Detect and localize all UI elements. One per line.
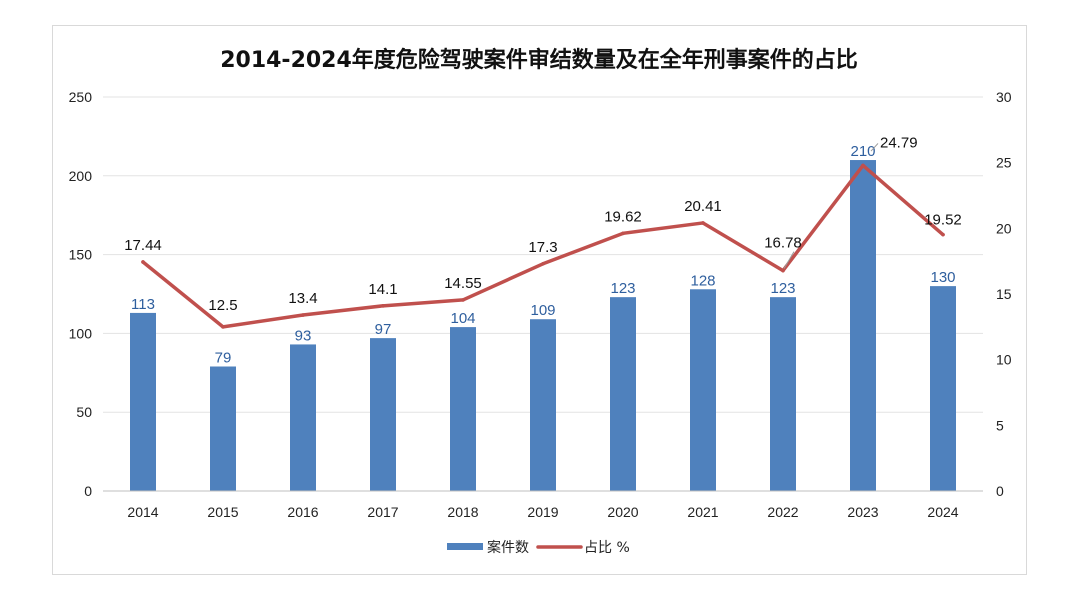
bar-value-label: 123 xyxy=(610,280,635,297)
bar-value-label: 104 xyxy=(450,310,475,327)
y-right-tick-label: 20 xyxy=(996,220,1012,236)
line-value-label: 19.52 xyxy=(924,212,962,229)
bar xyxy=(770,297,796,491)
y-left-tick-label: 250 xyxy=(69,89,93,105)
line-point xyxy=(861,163,865,168)
bar xyxy=(610,297,636,491)
y-left-tick-label: 150 xyxy=(69,247,93,263)
bar xyxy=(450,327,476,491)
bar-value-label: 109 xyxy=(530,302,555,319)
chart-frame: 2014-2024年度危险驾驶案件审结数量及在全年刑事案件的占比 0 50 100 1… xyxy=(52,25,1027,575)
line-series xyxy=(141,163,945,329)
line-value-label: 13.4 xyxy=(288,290,317,307)
legend-line-label: 占比 % xyxy=(584,540,630,556)
line-point xyxy=(381,304,385,308)
chart-title: 2014-2024年度危险驾驶案件审结数量及在全年刑事案件的占比 xyxy=(220,47,858,73)
line-value-label: 16.78 xyxy=(764,235,802,252)
y-right-tick-label: 25 xyxy=(996,155,1012,171)
x-tick-label: 2014 xyxy=(127,504,158,520)
bar-series xyxy=(130,160,956,492)
bar-value-label: 113 xyxy=(131,296,155,313)
legend-bar-swatch xyxy=(447,543,483,550)
bar-value-label: 128 xyxy=(690,272,715,289)
bar-value-label: 123 xyxy=(770,280,795,297)
bar-value-label: 93 xyxy=(295,327,312,344)
bar xyxy=(690,289,716,491)
bar xyxy=(530,319,556,491)
bar-value-label: 79 xyxy=(215,349,232,366)
line-point xyxy=(221,325,225,329)
line-point xyxy=(461,298,465,302)
bar-value-label: 97 xyxy=(375,321,392,338)
x-tick-label: 2021 xyxy=(687,504,718,520)
y-right-tick-label: 30 xyxy=(996,89,1012,105)
legend: 案件数 占比 % xyxy=(447,539,630,556)
y-right-tick-label: 5 xyxy=(996,417,1004,433)
right-axis: 0 5 10 15 20 25 30 xyxy=(996,89,1012,499)
bar xyxy=(930,286,956,491)
data-labels: 113 79 93 97 104 109 123 128 123 210 130 17.44 12.5 1… xyxy=(124,134,962,366)
line-point xyxy=(701,221,705,225)
y-right-tick-label: 10 xyxy=(996,352,1012,368)
bar xyxy=(290,344,316,491)
label-leader-line xyxy=(783,251,795,269)
x-tick-label: 2024 xyxy=(927,504,958,520)
x-tick-label: 2018 xyxy=(447,504,478,520)
line-value-label: 24.79 xyxy=(880,134,918,151)
line-point xyxy=(941,232,945,237)
line-point xyxy=(781,268,785,273)
x-tick-label: 2020 xyxy=(607,504,638,520)
y-left-tick-label: 200 xyxy=(69,168,93,184)
line-value-label: 14.55 xyxy=(444,275,482,292)
y-right-tick-label: 0 xyxy=(996,483,1004,499)
y-left-tick-label: 0 xyxy=(84,483,92,499)
bar xyxy=(210,366,236,491)
legend-bar-label: 案件数 xyxy=(487,539,529,556)
line-value-label: 14.1 xyxy=(368,281,397,298)
x-tick-label: 2019 xyxy=(527,504,558,520)
x-tick-label: 2022 xyxy=(767,504,798,520)
bar xyxy=(370,338,396,491)
x-tick-label: 2015 xyxy=(207,504,238,520)
left-axis: 0 50 100 150 200 250 xyxy=(69,89,93,499)
bar xyxy=(850,160,876,492)
y-left-tick-label: 50 xyxy=(76,404,92,420)
chart-svg: 2014-2024年度危险驾驶案件审结数量及在全年刑事案件的占比 0501001… xyxy=(69,47,1012,556)
x-tick-label: 2023 xyxy=(847,504,878,520)
line-point xyxy=(541,261,545,266)
y-left-tick-label: 100 xyxy=(69,325,93,341)
x-tick-label: 2017 xyxy=(367,504,398,520)
bar-value-label: 210 xyxy=(850,143,875,160)
line-point xyxy=(301,313,305,317)
line-value-label: 12.5 xyxy=(208,297,237,314)
bar xyxy=(130,312,156,491)
y-right-tick-label: 15 xyxy=(996,286,1012,302)
bar-value-label: 130 xyxy=(930,269,955,286)
line-point xyxy=(141,260,145,264)
label-leader-line xyxy=(870,143,879,152)
gridlines xyxy=(103,96,983,413)
line-value-label: 19.62 xyxy=(604,208,642,225)
line-value-label: 20.41 xyxy=(684,198,722,215)
line-value-label: 17.3 xyxy=(528,239,557,256)
x-tick-label: 2016 xyxy=(287,504,318,520)
line-value-label: 17.44 xyxy=(124,237,162,254)
line-point xyxy=(621,231,625,236)
x-axis: 2014 2015 2016 2017 2018 2019 2020 2021 2022 2023… xyxy=(103,490,983,520)
